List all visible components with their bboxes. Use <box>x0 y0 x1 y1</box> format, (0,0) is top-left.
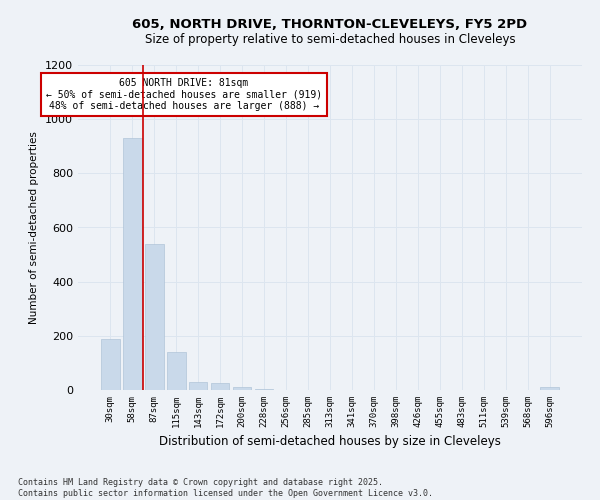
Bar <box>255 388 274 390</box>
Bar <box>101 338 119 390</box>
Bar <box>211 383 229 390</box>
Text: 605 NORTH DRIVE: 81sqm
← 50% of semi-detached houses are smaller (919)
48% of se: 605 NORTH DRIVE: 81sqm ← 50% of semi-det… <box>46 78 322 111</box>
Bar <box>167 352 185 390</box>
Text: Contains HM Land Registry data © Crown copyright and database right 2025.
Contai: Contains HM Land Registry data © Crown c… <box>18 478 433 498</box>
Text: 605, NORTH DRIVE, THORNTON-CLEVELEYS, FY5 2PD: 605, NORTH DRIVE, THORNTON-CLEVELEYS, FY… <box>133 18 527 30</box>
Text: Size of property relative to semi-detached houses in Cleveleys: Size of property relative to semi-detach… <box>145 32 515 46</box>
Bar <box>123 138 142 390</box>
X-axis label: Distribution of semi-detached houses by size in Cleveleys: Distribution of semi-detached houses by … <box>159 436 501 448</box>
Bar <box>145 244 164 390</box>
Bar <box>541 388 559 390</box>
Bar <box>189 382 208 390</box>
Y-axis label: Number of semi-detached properties: Number of semi-detached properties <box>29 131 40 324</box>
Bar <box>233 388 251 390</box>
